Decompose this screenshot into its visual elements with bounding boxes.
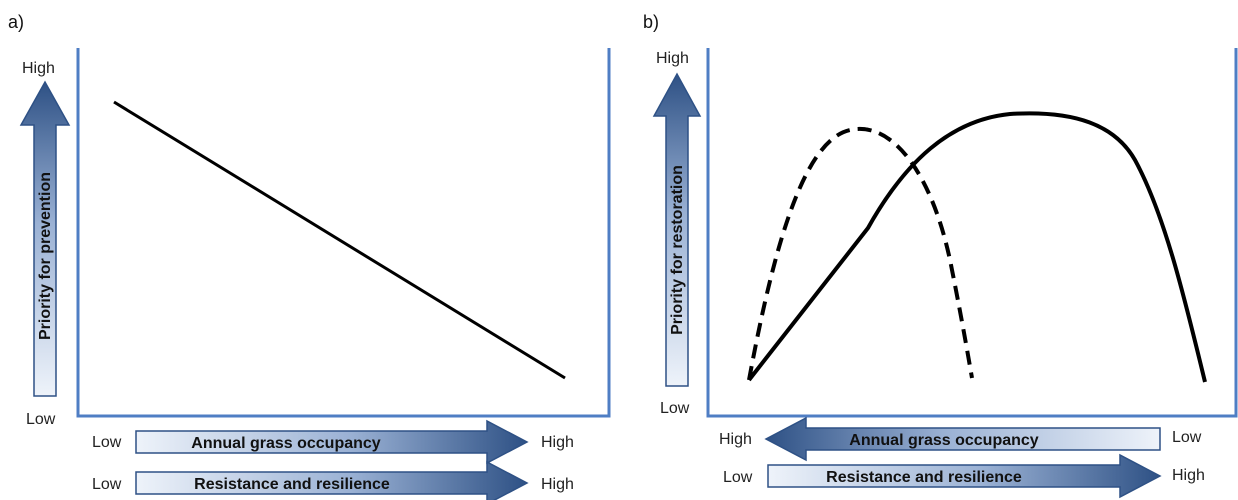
panel-b-x2-arrow: [767, 453, 1162, 499]
panel-a-x2-low: Low: [92, 476, 122, 493]
panel-b-axes: [706, 48, 1238, 418]
panel-b-y-arrow-label: Priority for restoration: [669, 165, 686, 335]
panel-a-x2-high: High: [541, 476, 574, 493]
panel-b-x1-label: Annual grass occupancy: [849, 432, 1038, 449]
panel-a-x2-label: Resistance and resilience: [194, 476, 390, 493]
panel-b-x2-label: Resistance and resilience: [826, 469, 1022, 486]
panel-a-tag: a): [8, 12, 24, 32]
panel-a-y-high: High: [22, 60, 55, 77]
panel-a-line: [113, 100, 566, 380]
panel-b-x2-low: Low: [723, 469, 753, 486]
panel-a-axes: [76, 48, 611, 418]
panel-b-y-low: Low: [660, 400, 690, 417]
panel-a-x2-arrow: [135, 460, 529, 500]
panel-a-y-low: Low: [26, 411, 56, 428]
panel-b-y-high: High: [656, 50, 689, 67]
panel-a-y-arrow-label: Priority for prevention: [37, 172, 54, 340]
panel-b-dashed-curve: [747, 126, 974, 381]
panel-a-y-arrow: [19, 80, 71, 397]
panel-a-x1-arrow: [135, 419, 529, 465]
panel-b-tag: b): [643, 12, 659, 32]
panel-b-x1-right: Low: [1172, 429, 1202, 446]
panel-a-x1-label: Annual grass occupancy: [191, 435, 380, 452]
panel-b-x2-high: High: [1172, 467, 1205, 484]
panel-a-x1-low: Low: [92, 434, 122, 451]
panel-b: b) High Low Priority for restoration Hig…: [643, 12, 1238, 499]
panel-a-x1-high: High: [541, 434, 574, 451]
panel-b-x1-arrow: [764, 416, 1161, 462]
panel-b-x1-left: High: [719, 431, 752, 448]
panel-b-y-arrow: [652, 72, 702, 387]
panel-b-solid-curve: [747, 111, 1207, 383]
panel-a: a) High Low Priority for prevention Low …: [8, 12, 611, 500]
